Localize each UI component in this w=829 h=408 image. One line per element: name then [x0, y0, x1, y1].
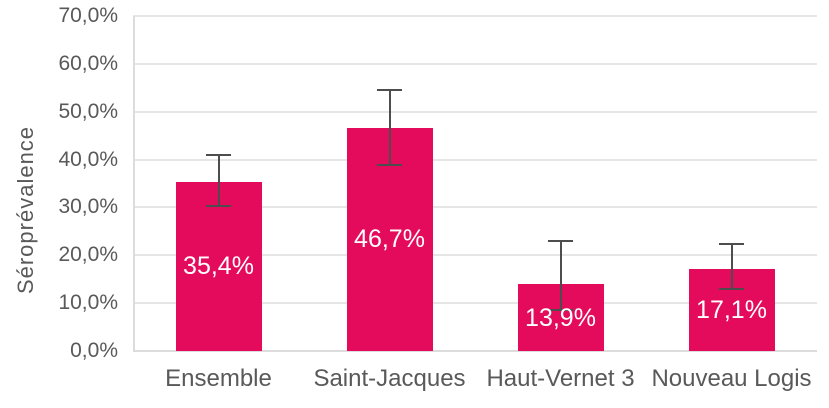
gridline [133, 302, 817, 305]
error-bar-cap-bottom [206, 205, 231, 208]
error-bar-line [559, 241, 562, 311]
y-tick-label: 30,0% [58, 195, 118, 219]
error-bar-cap-bottom [548, 309, 573, 312]
error-bar-cap-bottom [719, 287, 744, 290]
error-bar-cap-top [548, 240, 573, 243]
y-tick-label: 70,0% [58, 4, 118, 27]
bar-value-label: 17,1% [696, 296, 767, 325]
error-bar-cap-top [719, 242, 744, 245]
bar-value-label: 35,4% [183, 252, 254, 281]
gridline [133, 350, 817, 352]
bar-value-label: 13,9% [525, 303, 596, 332]
error-bar-cap-top [377, 88, 402, 91]
gridline [133, 110, 817, 113]
gridline [133, 206, 817, 209]
error-bar-line [217, 154, 220, 207]
x-category-label: Saint-Jacques [313, 365, 466, 392]
gridline [133, 254, 817, 257]
error-bar-cap-bottom [377, 163, 402, 166]
x-category-label: Ensemble [165, 365, 272, 392]
gridline [133, 15, 817, 17]
bar-ensemble [175, 181, 262, 351]
y-tick-label: 20,0% [58, 243, 118, 267]
error-bar-cap-top [206, 153, 231, 156]
x-category-label: Haut-Vernet 3 [486, 365, 635, 392]
y-tick-label: 60,0% [58, 51, 118, 75]
y-tick-label: 40,0% [58, 147, 118, 171]
y-axis-line [133, 16, 135, 351]
y-tick-label: 10,0% [58, 291, 118, 315]
x-category-label: Nouveau Logis [651, 365, 812, 392]
y-tick-label: 50,0% [58, 99, 118, 123]
error-bar-line [388, 89, 391, 165]
y-tick-label: 0,0% [70, 339, 118, 362]
gridline [133, 158, 817, 161]
gridline [133, 62, 817, 65]
bar-value-label: 46,7% [354, 225, 425, 254]
error-bar-line [730, 243, 733, 289]
